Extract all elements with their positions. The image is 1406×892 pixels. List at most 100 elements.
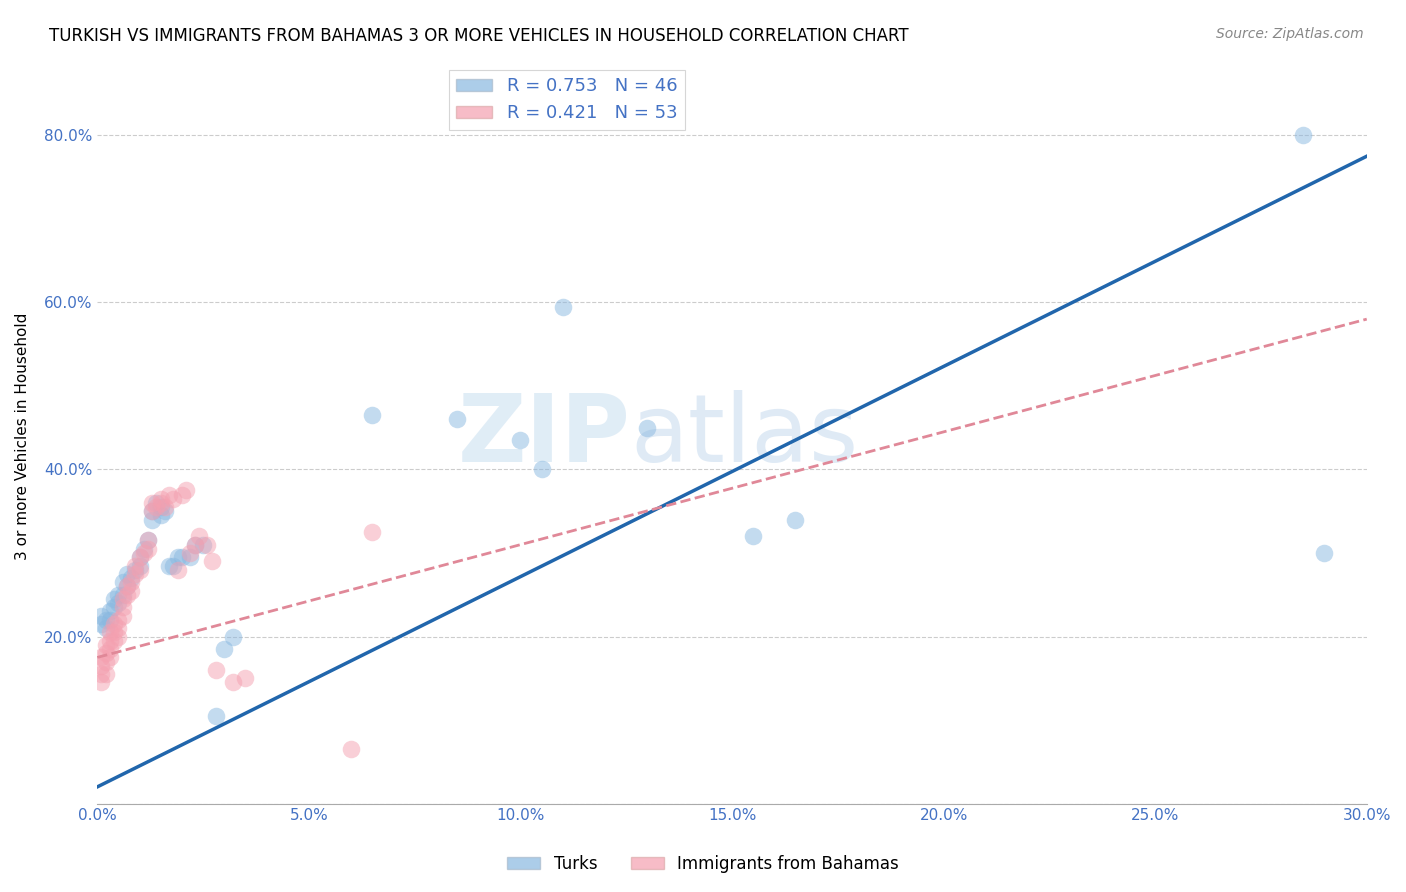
Point — [183, 538, 205, 552]
Point — [98, 613, 121, 627]
Point — [98, 642, 121, 657]
Text: TURKISH VS IMMIGRANTS FROM BAHAMAS 3 OR MORE VEHICLES IN HOUSEHOLD CORRELATION C: TURKISH VS IMMIGRANTS FROM BAHAMAS 3 OR … — [49, 27, 908, 45]
Point — [115, 579, 138, 593]
Point — [94, 613, 117, 627]
Point — [145, 496, 167, 510]
Point — [115, 579, 138, 593]
Point — [124, 563, 146, 577]
Point — [90, 617, 112, 632]
Point — [149, 500, 172, 514]
Point — [1292, 128, 1315, 143]
Point — [98, 605, 121, 619]
Point — [94, 655, 117, 669]
Point — [141, 504, 163, 518]
Point — [157, 487, 180, 501]
Point — [200, 554, 222, 568]
Point — [111, 588, 134, 602]
Point — [90, 667, 112, 681]
Point — [115, 566, 138, 581]
Point — [90, 675, 112, 690]
Point — [132, 541, 155, 556]
Point — [187, 529, 209, 543]
Point — [94, 646, 117, 660]
Point — [204, 663, 226, 677]
Point — [98, 625, 121, 640]
Point — [98, 633, 121, 648]
Point — [111, 575, 134, 590]
Point — [530, 462, 553, 476]
Point — [128, 558, 150, 573]
Point — [235, 671, 257, 685]
Point — [136, 541, 159, 556]
Point — [94, 667, 117, 681]
Point — [120, 575, 142, 590]
Point — [111, 591, 134, 606]
Point — [132, 546, 155, 560]
Point — [124, 566, 146, 581]
Point — [179, 546, 201, 560]
Point — [166, 563, 188, 577]
Point — [128, 550, 150, 565]
Point — [128, 563, 150, 577]
Point — [212, 642, 235, 657]
Point — [103, 633, 125, 648]
Point — [145, 500, 167, 514]
Point — [94, 638, 117, 652]
Point — [107, 630, 129, 644]
Point — [120, 571, 142, 585]
Point — [141, 504, 163, 518]
Point — [107, 596, 129, 610]
Point — [742, 529, 765, 543]
Point — [174, 483, 197, 498]
Point — [153, 500, 176, 514]
Point — [149, 508, 172, 523]
Point — [170, 487, 193, 501]
Point — [551, 300, 574, 314]
Point — [221, 630, 243, 644]
Point — [103, 600, 125, 615]
Point — [111, 600, 134, 615]
Point — [98, 650, 121, 665]
Point — [103, 591, 125, 606]
Point — [115, 588, 138, 602]
Point — [103, 625, 125, 640]
Point — [153, 504, 176, 518]
Point — [136, 533, 159, 548]
Point — [785, 513, 807, 527]
Point — [157, 558, 180, 573]
Point — [90, 658, 112, 673]
Point — [136, 533, 159, 548]
Point — [141, 513, 163, 527]
Point — [636, 421, 658, 435]
Point — [149, 491, 172, 506]
Point — [166, 550, 188, 565]
Legend: R = 0.753   N = 46, R = 0.421   N = 53: R = 0.753 N = 46, R = 0.421 N = 53 — [449, 70, 685, 129]
Point — [128, 550, 150, 565]
Point — [191, 538, 214, 552]
Legend: Turks, Immigrants from Bahamas: Turks, Immigrants from Bahamas — [501, 848, 905, 880]
Text: ZIP: ZIP — [457, 390, 630, 482]
Point — [195, 538, 218, 552]
Point — [103, 617, 125, 632]
Point — [221, 675, 243, 690]
Point — [107, 621, 129, 635]
Point — [107, 588, 129, 602]
Point — [361, 408, 384, 422]
Point — [120, 583, 142, 598]
Point — [204, 709, 226, 723]
Text: Source: ZipAtlas.com: Source: ZipAtlas.com — [1216, 27, 1364, 41]
Y-axis label: 3 or more Vehicles in Household: 3 or more Vehicles in Household — [15, 312, 30, 560]
Text: atlas: atlas — [630, 390, 859, 482]
Point — [340, 742, 363, 756]
Point — [141, 496, 163, 510]
Point — [90, 650, 112, 665]
Point — [149, 496, 172, 510]
Point — [124, 558, 146, 573]
Point — [94, 621, 117, 635]
Point — [361, 525, 384, 540]
Point — [170, 550, 193, 565]
Point — [111, 608, 134, 623]
Point — [179, 550, 201, 565]
Point — [107, 613, 129, 627]
Point — [446, 412, 468, 426]
